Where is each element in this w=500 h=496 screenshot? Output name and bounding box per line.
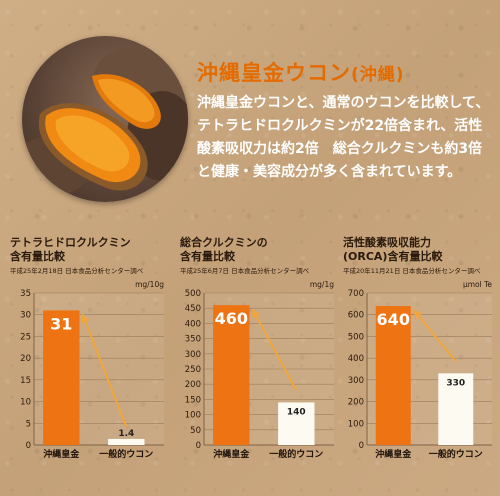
value-label-general-turmeric: 1.4 [118,429,134,439]
bar-chart-total-curcumin: mg/1g 0 50 100 150 200 250 300 350 400 450 500 460 14… [185,280,334,460]
value-label-general-turmeric: 140 [287,407,306,417]
product-title: 沖縄皇金ウコン(沖縄) [197,61,405,85]
y-tick-label: 200 [185,380,201,390]
y-tick-label: 50 [190,426,201,436]
y-tick-label: 200 [348,398,364,408]
comparison-arrow-head [413,310,423,320]
chart-panel-orac: 活性酸素吸収能力 (ORCA)含有量比較 平成20年11月21日 日本食品分析セン… [343,236,498,471]
y-tick-label: 400 [185,319,201,329]
comparison-arrow-head [252,309,261,319]
value-label-okinawa-kogane: 640 [377,310,410,329]
unit-label: μmol Te [463,280,492,289]
chart-source: 平成20年11月21日 日本食品分析センター調べ [343,267,481,275]
unit-label: mg/10g [135,280,164,289]
y-tick-label: 15 [20,376,31,386]
unit-label: mg/1g [310,280,334,289]
y-tick-label: 35 [20,289,31,299]
y-tick-label: 30 [20,311,31,321]
bar-general-turmeric [278,402,315,445]
y-tick-label: 300 [348,376,364,386]
comparison-arrow [81,314,128,428]
product-description: 沖縄皇金ウコンと、通常のウコンを比較して、テトラヒドロクルクミンが22倍含まれ、… [197,95,490,180]
chart-title: 活性酸素吸収能力 (ORCA)含有量比較 [343,236,443,263]
comparison-arrow [412,309,457,362]
y-tick-label: 20 [20,354,31,364]
value-label-okinawa-kogane: 460 [215,309,248,328]
y-tick-label: 100 [348,419,364,429]
x-category-label: 沖縄皇金 [43,448,80,460]
x-category-label: 沖縄皇金 [213,448,250,460]
x-category-label: 沖縄皇金 [375,448,412,460]
y-tick-label: 5 [26,419,31,429]
chart-panel-total-curcumin: 総合クルクミンの 含有量比較 平成25年6月7日 日本食品分析センター調べ mg/… [180,236,340,471]
y-tick-label: 250 [185,365,201,375]
x-category-label: 一般的ウコン [429,448,483,460]
y-tick-label: 0 [196,441,201,451]
y-tick-label: 450 [185,304,201,314]
comparison-arrow-head [81,314,90,324]
bar-chart-orac: μmol Te 0 100 200 300 400 500 600 700 640 330 沖縄皇金 一… [348,280,493,460]
y-tick-label: 25 [20,332,31,342]
bar-general-turmeric [438,373,474,445]
y-tick-label: 0 [359,441,364,451]
chart-source: 平成25年6月7日 日本食品分析センター調べ [180,267,310,275]
x-category-label: 一般的ウコン [269,448,323,460]
value-label-okinawa-kogane: 31 [50,314,72,333]
y-tick-label: 100 [185,411,201,421]
y-tick-label: 0 [26,441,31,451]
bar-chart-tetrahydrocurcumin: mg/10g 0 5 10 15 20 25 30 35 31 1.4 沖縄皇金 一般的ウコン [20,280,164,460]
product-title-sub: (沖縄) [351,65,405,85]
y-tick-label: 150 [185,395,201,405]
value-label-general-turmeric: 330 [446,378,465,388]
x-category-label: 一般的ウコン [99,448,153,460]
turmeric-photo [22,36,188,202]
y-tick-label: 500 [185,289,201,299]
turmeric-illustration [22,46,188,196]
y-tick-label: 10 [20,398,31,408]
bar-okinawa-kogane [375,306,411,445]
comparison-arrow [251,308,298,391]
bar-general-turmeric [108,438,145,445]
y-tick-label: 500 [348,332,364,342]
chart-title: 総合クルクミンの 含有量比較 [180,236,268,263]
y-tick-label: 350 [185,335,201,345]
y-tick-label: 600 [348,311,364,321]
y-tick-label: 300 [185,350,201,360]
chart-panel-tetrahydrocurcumin: テトラヒドロクルクミン 含有量比較 平成25年2月18日 日本食品分析センター調べ… [10,236,170,471]
chart-title: テトラヒドロクルクミン 含有量比較 [10,236,131,263]
y-tick-label: 700 [348,289,364,299]
y-tick-label: 400 [348,354,364,364]
chart-source: 平成25年2月18日 日本食品分析センター調べ [10,267,144,275]
bar-okinawa-kogane [43,310,80,445]
bar-okinawa-kogane [213,305,250,445]
